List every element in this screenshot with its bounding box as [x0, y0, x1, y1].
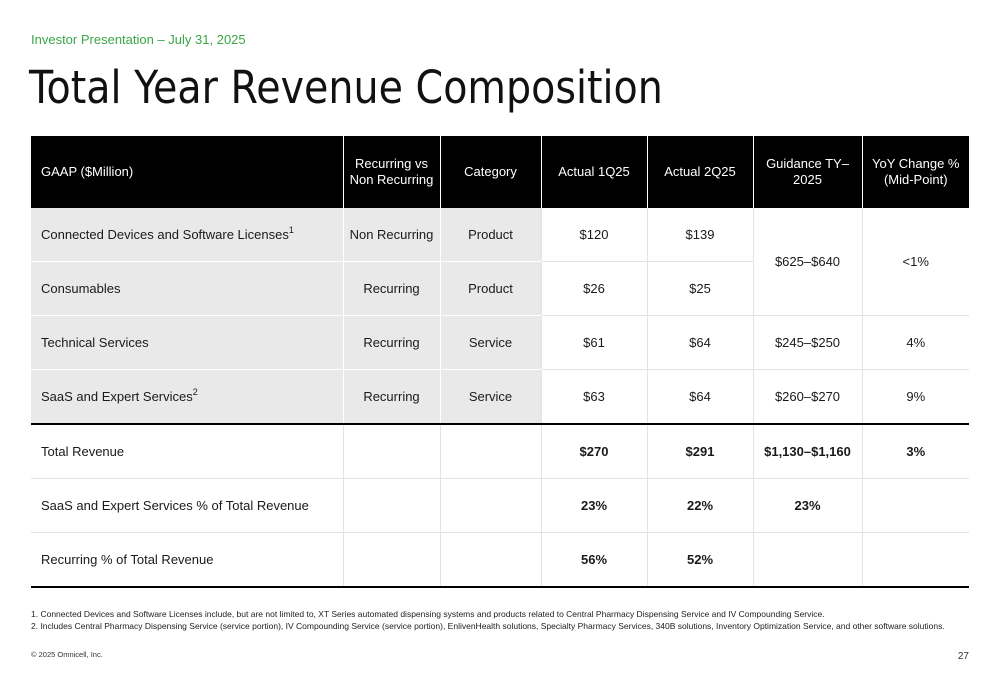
category-cell: Product: [439, 261, 541, 316]
q1-cell: $120: [540, 208, 647, 262]
table-row: SaaS and Expert Services2 Recurring Serv…: [31, 369, 969, 425]
presentation-subtitle: Investor Presentation – July 31, 2025: [31, 32, 246, 47]
category-cell: Product: [439, 208, 541, 262]
row-label: Total Revenue: [31, 423, 343, 479]
yoy-cell: <1%: [861, 208, 969, 316]
row-label: SaaS and Expert Services % of Total Reve…: [31, 478, 343, 533]
category-cell: Service: [439, 315, 541, 370]
row-label: Connected Devices and Software Licenses1: [31, 208, 343, 262]
q2-cell: $291: [646, 423, 753, 479]
row-label: SaaS and Expert Services2: [31, 369, 343, 425]
q1-cell: $63: [540, 369, 647, 425]
guidance-cell: $260–$270: [752, 369, 862, 425]
guidance-cell: $1,130–$1,160: [752, 423, 862, 479]
empty-cell: [342, 478, 440, 533]
yoy-cell: 9%: [861, 369, 969, 425]
column-header: Actual 2Q25: [646, 136, 753, 208]
table-row: Technical Services Recurring Service $61…: [31, 315, 969, 370]
total-row: Recurring % of Total Revenue 56% 52%: [31, 532, 969, 588]
footnote: 2. Includes Central Pharmacy Dispensing …: [31, 621, 945, 631]
q2-cell: $139: [646, 208, 753, 262]
row-label: Recurring % of Total Revenue: [31, 532, 343, 588]
yoy-cell: 4%: [861, 315, 969, 370]
q1-cell: $26: [540, 261, 647, 316]
recurring-cell: Non Recurring: [342, 208, 440, 262]
q1-cell: 56%: [540, 532, 647, 588]
recurring-cell: Recurring: [342, 261, 440, 316]
empty-cell: [439, 478, 541, 533]
guidance-cell: [752, 532, 862, 588]
guidance-cell: $625–$640: [752, 208, 862, 316]
row-label: Technical Services: [31, 315, 343, 370]
column-header: Category: [439, 136, 541, 208]
column-header: Actual 1Q25: [540, 136, 647, 208]
q1-cell: $270: [540, 423, 647, 479]
footnote-marker: 2: [192, 386, 198, 397]
guidance-cell: 23%: [752, 478, 862, 533]
q1-cell: 23%: [540, 478, 647, 533]
column-header: Recurring vs Non Recurring: [342, 136, 440, 208]
row-label: Consumables: [31, 261, 343, 316]
guidance-cell: $245–$250: [752, 315, 862, 370]
recurring-cell: Recurring: [342, 315, 440, 370]
empty-cell: [342, 532, 440, 588]
footnote-marker: 1: [288, 224, 294, 235]
footnote: 1. Connected Devices and Software Licens…: [31, 609, 825, 619]
q2-cell: 22%: [646, 478, 753, 533]
yoy-cell: [861, 478, 969, 533]
column-header: GAAP ($Million): [31, 136, 343, 208]
category-cell: Service: [439, 369, 541, 425]
yoy-cell: 3%: [861, 423, 969, 479]
empty-cell: [439, 423, 541, 479]
q2-cell: $64: [646, 369, 753, 425]
empty-cell: [439, 532, 541, 588]
recurring-cell: Recurring: [342, 369, 440, 425]
q2-cell: $64: [646, 315, 753, 370]
column-header: Guidance TY–2025: [752, 136, 862, 208]
column-header: YoY Change % (Mid-Point): [861, 136, 969, 208]
yoy-cell: [861, 532, 969, 588]
table-header-row: GAAP ($Million) Recurring vs Non Recurri…: [31, 136, 969, 208]
footnotes: 1. Connected Devices and Software Licens…: [31, 608, 945, 632]
empty-cell: [342, 423, 440, 479]
q2-cell: 52%: [646, 532, 753, 588]
table-row: Consumables Recurring Product $26 $25: [31, 261, 969, 316]
revenue-table: GAAP ($Million) Recurring vs Non Recurri…: [31, 136, 969, 588]
total-row: SaaS and Expert Services % of Total Reve…: [31, 478, 969, 533]
copyright: © 2025 Omnicell, Inc.: [31, 650, 103, 659]
q2-cell: $25: [646, 261, 753, 316]
table-row: Connected Devices and Software Licenses1…: [31, 208, 969, 316]
page-title: Total Year Revenue Composition: [29, 61, 663, 114]
q1-cell: $61: [540, 315, 647, 370]
page-number: 27: [957, 651, 969, 662]
total-row: Total Revenue $270 $291 $1,130–$1,160 3%: [31, 423, 969, 479]
